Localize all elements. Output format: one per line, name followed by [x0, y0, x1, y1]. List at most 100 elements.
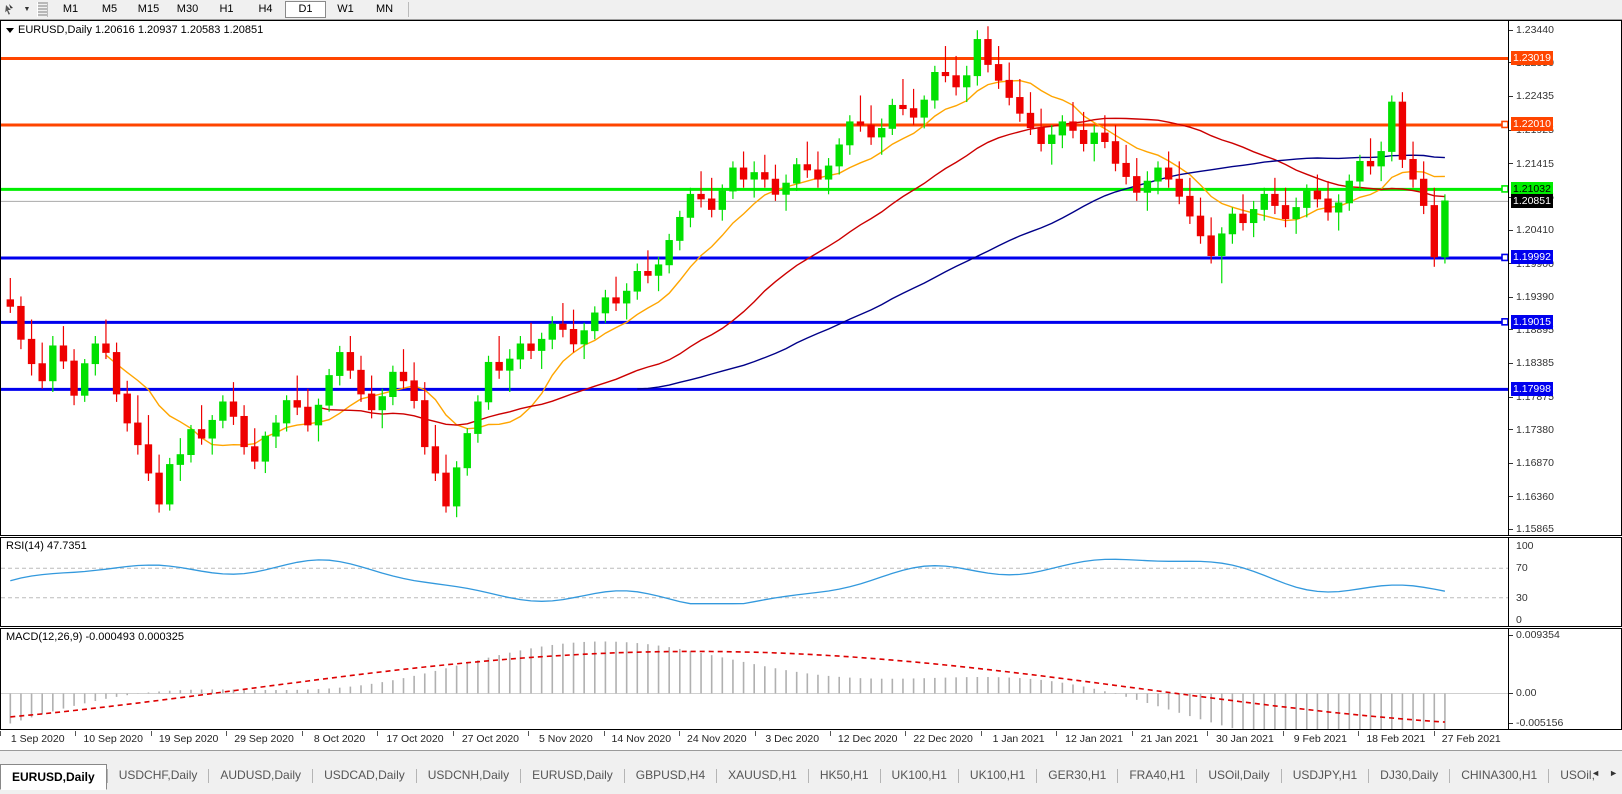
date-tick	[150, 731, 152, 736]
tab-divider	[623, 769, 625, 783]
price-tag: 1.23019	[1511, 50, 1553, 65]
tab-divider	[415, 769, 417, 783]
macd-plot-area[interactable]	[1, 629, 1508, 729]
chart-tab-uk100-h1[interactable]: UK100,H1	[891, 768, 947, 782]
tab-divider	[957, 769, 959, 783]
chart-tab-xauusd-h1[interactable]: XAUUSD,H1	[728, 768, 797, 782]
chart-tab-uk100-h1[interactable]: UK100,H1	[969, 768, 1026, 782]
price-tick: 1.17380	[1509, 424, 1554, 436]
price-scale[interactable]: 1.234401.229501.224351.219251.214151.209…	[1508, 21, 1621, 535]
date-label: 12 Dec 2020	[837, 733, 898, 745]
date-tick	[452, 731, 454, 736]
candlestick-svg	[1, 26, 1508, 518]
date-tick	[528, 731, 530, 736]
tab-divider	[807, 769, 809, 783]
timeframe-d1[interactable]: D1	[285, 1, 326, 18]
chart-tab-gbpusd-h4[interactable]: GBPUSD,H4	[635, 768, 706, 782]
timeframe-h4[interactable]: H4	[258, 3, 273, 15]
timeframe-m5[interactable]: M5	[101, 3, 118, 15]
date-axis[interactable]: 1 Sep 2020 10 Sep 2020 19 Sep 2020 29 Sep 2…	[0, 731, 1509, 750]
timeframe-m1[interactable]: M1	[62, 3, 79, 15]
chart-tab-bar: EURUSD,Daily USDCHF,Daily AUDUSD,Daily USDC…	[0, 750, 1622, 794]
rsi-tick: 100	[1516, 540, 1534, 552]
chart-tab-usoil[interactable]: USOil,	[1560, 768, 1595, 782]
price-tag: 1.19992	[1511, 250, 1553, 265]
date-tick	[1056, 731, 1058, 736]
date-label: 18 Feb 2021	[1366, 733, 1426, 745]
chart-tab-usoil-daily[interactable]: USOil,Daily	[1208, 768, 1270, 782]
macd-tick: 0.00	[1509, 687, 1536, 699]
date-tick	[754, 731, 756, 736]
date-label: 21 Jan 2021	[1140, 733, 1199, 745]
chart-tab-china300-h1[interactable]: CHINA300,H1	[1461, 768, 1538, 782]
date-tick	[0, 731, 1, 736]
tab-divider	[1449, 769, 1451, 783]
price-tick: 1.16360	[1509, 491, 1554, 503]
timeframe-m15[interactable]: M15	[137, 3, 160, 15]
toolbar-grip[interactable]	[37, 2, 48, 17]
date-label: 8 Oct 2020	[313, 733, 366, 745]
date-tick	[980, 731, 982, 736]
price-tick: 1.15865	[1509, 523, 1554, 535]
date-label: 1 Jan 2021	[992, 733, 1045, 745]
macd-scale: 0.009354 0.00 -0.005156	[1508, 629, 1621, 729]
chart-tab-usdjpy-h1[interactable]: USDJPY,H1	[1292, 768, 1358, 782]
chart-tab-dj30-daily[interactable]: DJ30,Daily	[1380, 768, 1439, 782]
price-tick: 1.20410	[1509, 224, 1554, 236]
date-tick	[1131, 731, 1133, 736]
date-tick	[603, 731, 605, 736]
rsi-label: RSI(14) 47.7351	[6, 540, 87, 552]
chevron-left-icon[interactable]: ◄	[1591, 768, 1601, 778]
macd-pane[interactable]: MACD(12,26,9) -0.000493 0.000325 0.00935…	[0, 628, 1622, 730]
chart-tab-ger30-h1[interactable]: GER30,H1	[1048, 768, 1107, 782]
rsi-pane[interactable]: RSI(14) 47.7351 100 70 30 0	[0, 537, 1622, 627]
macd-svg	[1, 641, 1508, 729]
ohlc-text: EURUSD,Daily 1.20616 1.20937 1.20583 1.2…	[18, 24, 264, 36]
tab-scroll-controls: ◄ ►	[1591, 768, 1618, 778]
chart-tab-usdcnh-daily[interactable]: USDCNH,Daily	[427, 768, 510, 782]
date-label: 14 Nov 2020	[611, 733, 672, 745]
date-tick	[1433, 731, 1435, 736]
chevron-right-icon[interactable]: ►	[1609, 768, 1618, 778]
date-tick	[301, 731, 303, 736]
date-label: 19 Sep 2020	[158, 733, 219, 745]
timeframe-mn[interactable]: MN	[375, 3, 394, 15]
price-plot-area[interactable]	[1, 21, 1508, 535]
price-tick: 1.16870	[1509, 457, 1554, 469]
ohlc-readout: EURUSD,Daily 1.20616 1.20937 1.20583 1.2…	[6, 24, 263, 36]
date-label: 3 Dec 2020	[765, 733, 820, 745]
tab-divider	[716, 769, 718, 783]
date-label: 24 Nov 2020	[686, 733, 747, 745]
chart-tab-fra40-h1[interactable]: FRA40,H1	[1129, 768, 1186, 782]
tab-divider	[208, 769, 210, 783]
rsi-plot-area[interactable]	[1, 538, 1508, 626]
chevron-down-icon[interactable]: ▼	[23, 6, 31, 13]
tab-divider	[1280, 769, 1282, 783]
chart-tab-usdcad-daily[interactable]: USDCAD,Daily	[324, 768, 405, 782]
price-tag: 1.22010	[1511, 117, 1553, 132]
chart-tab-audusd-daily[interactable]: AUDUSD,Daily	[220, 768, 302, 782]
date-tick	[1282, 731, 1284, 736]
crosshair-cursor-icon[interactable]	[0, 1, 20, 18]
timeframe-h1[interactable]: H1	[219, 3, 234, 15]
price-chart-pane[interactable]: EURUSD,Daily 1.20616 1.20937 1.20583 1.2…	[0, 20, 1622, 536]
timeframe-m30[interactable]: M30	[176, 3, 199, 15]
price-tag: 1.21032	[1511, 181, 1553, 196]
date-label: 30 Jan 2021	[1216, 733, 1274, 745]
chart-tab-hk50-h1[interactable]: HK50,H1	[819, 768, 869, 782]
timeframe-group: M1 M5 M15 M30 H1 H4 D1 W1 MN	[51, 0, 404, 19]
date-tick	[377, 731, 379, 736]
timeframe-w1[interactable]: W1	[337, 3, 354, 15]
chart-tab-eurusd-daily[interactable]: EURUSD,Daily	[0, 764, 107, 790]
tab-divider	[520, 769, 522, 783]
chart-tab-eurusd-daily[interactable]: EURUSD,Daily	[532, 768, 613, 782]
tab-divider	[106, 769, 108, 783]
rsi-scale: 100 70 30 0	[1508, 538, 1621, 626]
price-tag: 1.20851	[1511, 193, 1553, 208]
date-tick	[1207, 731, 1209, 736]
tab-divider	[1368, 769, 1370, 783]
chart-tabs: EURUSD,Daily USDCHF,Daily AUDUSD,Daily USDC…	[0, 764, 1606, 794]
chart-tab-usdchf-daily[interactable]: USDCHF,Daily	[118, 768, 198, 782]
rsi-tick: 30	[1516, 591, 1528, 604]
collapse-triangle-icon[interactable]	[6, 27, 14, 33]
